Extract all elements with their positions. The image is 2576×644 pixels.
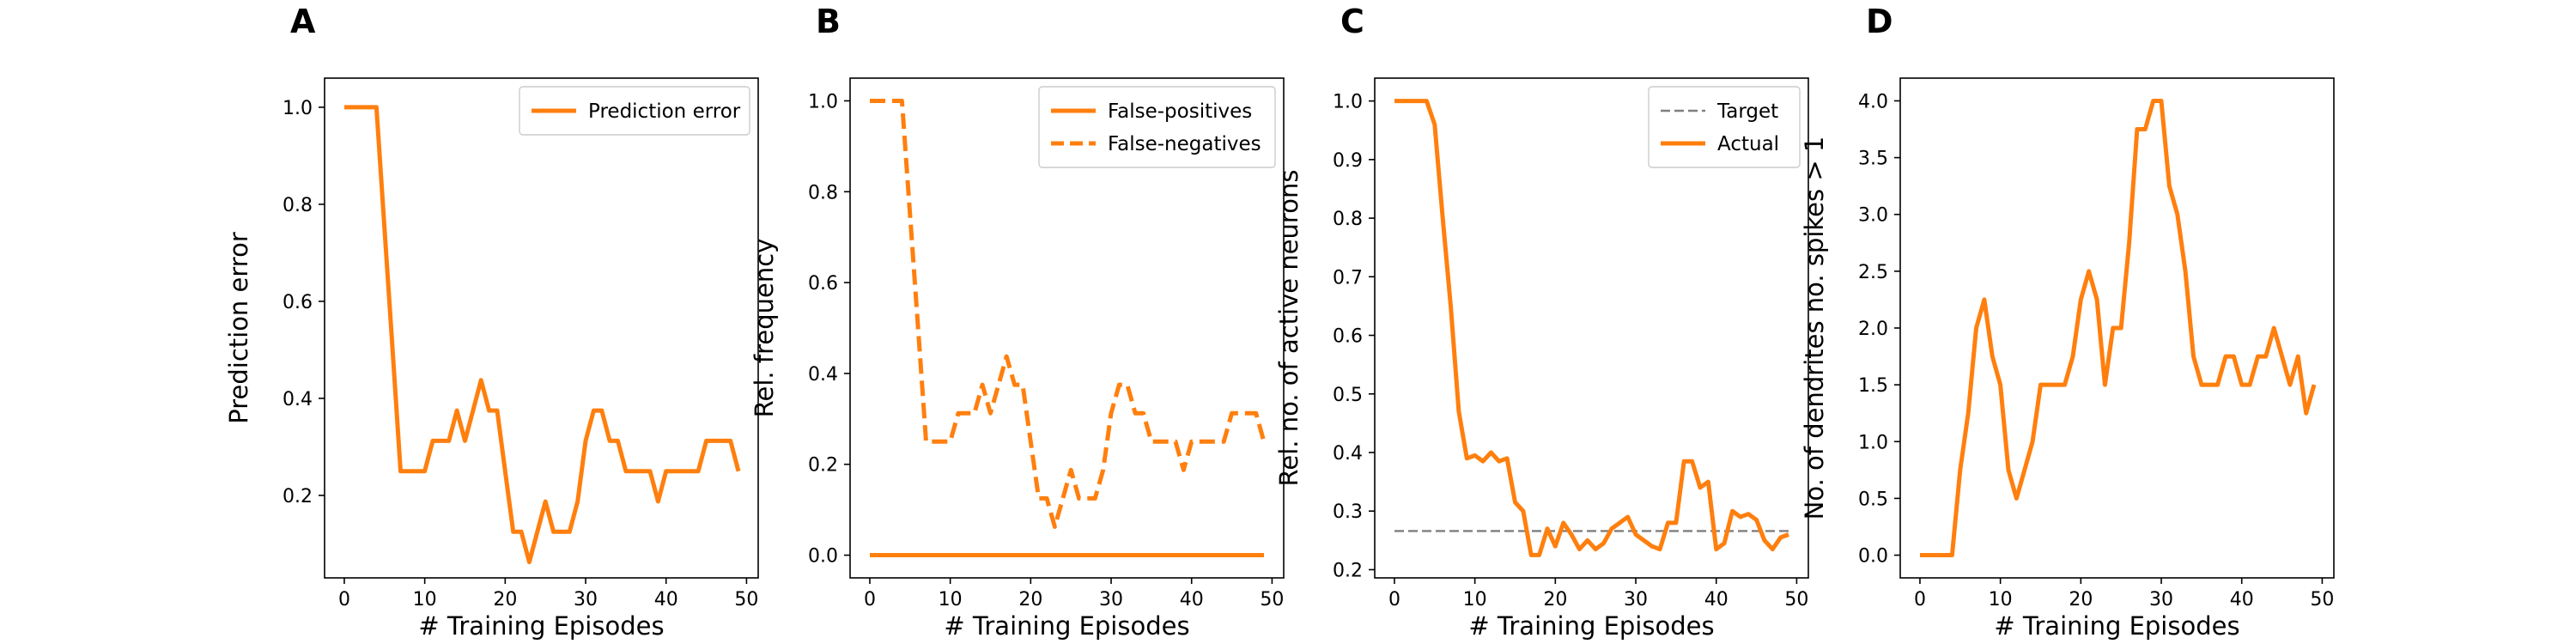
y-axis-label-c: Rel. no. of active neurons <box>1274 170 1303 487</box>
series-line-c-1 <box>1394 99 1789 557</box>
panel-a: A 0 10 20 30 40 50 0.2 0.4 0.6 0.8 1.0 # Training Ep… <box>224 3 759 641</box>
y-tick-label-c: 1.0 <box>1333 92 1363 113</box>
legend-a: Prediction error <box>519 86 750 136</box>
x-axis-label-b: # Training Episodes <box>944 611 1189 641</box>
y-tick-label-b: 1.0 <box>808 91 838 112</box>
axes-frame-c <box>1374 77 1809 579</box>
legend-box-a <box>519 86 750 136</box>
x-tick-label-a: 20 <box>493 589 517 611</box>
y-tick-label-c: 0.9 <box>1333 150 1363 172</box>
panel-letter-d: D <box>1866 3 1893 40</box>
legend-label-b: False-positives <box>1108 100 1252 123</box>
legend-b: False-positives False-negatives <box>1038 86 1276 168</box>
y-tick-label-d: 1.5 <box>1858 375 1888 397</box>
x-tick-label-b: 10 <box>939 589 963 611</box>
y-tick-label-d: 2.0 <box>1858 319 1888 340</box>
y-tick-label-a: 0.6 <box>283 292 313 313</box>
y-tick-label-d: 4.0 <box>1858 91 1888 112</box>
y-tick-label-c: 0.7 <box>1333 267 1363 289</box>
y-tick-label-b: 0.8 <box>808 182 838 204</box>
panel-letter-b: B <box>816 3 841 40</box>
y-tick-label-a: 0.8 <box>283 195 313 216</box>
axes-frame-a <box>324 77 759 579</box>
y-tick-label-d: 0.5 <box>1858 489 1888 510</box>
x-tick-label-c: 20 <box>1543 589 1567 611</box>
panel-d: D 0 10 20 30 40 50 0.0 0.5 1.0 1.5 2.0 2.5 3.0 3.5 4.0 #… <box>1800 3 2335 641</box>
y-tick-label-d: 3.5 <box>1858 149 1888 170</box>
y-tick-label-a: 1.0 <box>283 98 313 119</box>
x-tick-label-c: 40 <box>1704 589 1728 611</box>
y-axis-label-b: Rel. frequency <box>750 239 779 418</box>
legend-box-b <box>1038 86 1276 168</box>
y-axis-label-d: No. of dendrites no. spikes > 1 <box>1800 137 1829 520</box>
x-axis-label-a: # Training Episodes <box>418 611 664 641</box>
x-tick-label-d: 40 <box>2230 589 2254 611</box>
x-tick-label-a: 40 <box>654 589 678 611</box>
panel-letter-a: A <box>290 3 316 40</box>
series-line-b-1 <box>870 99 1267 529</box>
x-tick-label-d: 20 <box>2069 589 2093 611</box>
y-tick-label-b: 0.0 <box>808 546 838 568</box>
x-axis-label-c: # Training Episodes <box>1468 611 1714 641</box>
y-tick-label-d: 1.0 <box>1858 432 1888 453</box>
x-tick-label-b: 40 <box>1180 589 1204 611</box>
x-tick-label-d: 10 <box>1989 589 2013 611</box>
y-tick-label-a: 0.4 <box>283 389 313 410</box>
legend-label-c: Target <box>1716 100 1778 123</box>
y-tick-label-d: 2.5 <box>1858 262 1888 283</box>
y-tick-label-c: 0.3 <box>1333 501 1363 523</box>
x-tick-label-c: 30 <box>1624 589 1648 611</box>
legend-label-b: False-negatives <box>1108 133 1261 155</box>
x-tick-label-b: 20 <box>1018 589 1042 611</box>
x-tick-label-a: 10 <box>413 589 437 611</box>
y-tick-label-d: 3.0 <box>1858 205 1888 227</box>
panel-letter-c: C <box>1340 3 1364 40</box>
axes-frame-b <box>849 77 1285 579</box>
y-tick-label-d: 0.0 <box>1858 546 1888 568</box>
y-tick-label-c: 0.4 <box>1333 443 1363 465</box>
y-tick-label-a: 0.2 <box>283 486 313 507</box>
legend-label-c: Actual <box>1717 133 1779 155</box>
y-tick-label-b: 0.6 <box>808 273 838 295</box>
x-tick-label-d: 0 <box>1914 589 1926 611</box>
panel-c: C 0 10 20 30 40 50 0.2 0.3 0.4 0.5 0.6 0.7 0.8 0.9 1.0 #… <box>1274 3 1809 641</box>
x-tick-label-d: 30 <box>2149 589 2173 611</box>
x-tick-label-c: 0 <box>1388 589 1400 611</box>
legend-box-c <box>1648 86 1801 168</box>
legend-c: Target Actual <box>1648 86 1801 168</box>
series-line-d-0 <box>1920 99 2317 557</box>
x-tick-label-a: 30 <box>574 589 598 611</box>
x-tick-label-c: 50 <box>1784 589 1808 611</box>
y-tick-label-c: 0.2 <box>1333 560 1363 581</box>
x-tick-label-b: 30 <box>1099 589 1123 611</box>
x-tick-label-b: 50 <box>1260 589 1284 611</box>
y-tick-label-c: 0.6 <box>1333 326 1363 348</box>
legend-label-a: Prediction error <box>588 100 741 123</box>
y-tick-label-b: 0.2 <box>808 455 838 477</box>
y-tick-label-b: 0.4 <box>808 364 838 386</box>
x-tick-label-d: 50 <box>2310 589 2334 611</box>
y-tick-label-c: 0.5 <box>1333 385 1363 406</box>
series-line-a-0 <box>344 105 741 565</box>
x-tick-label-b: 0 <box>864 589 876 611</box>
x-tick-label-a: 0 <box>338 589 350 611</box>
y-tick-label-c: 0.8 <box>1333 209 1363 230</box>
x-tick-label-c: 10 <box>1463 589 1487 611</box>
y-axis-label-a: Prediction error <box>224 232 253 424</box>
x-axis-label-d: # Training Episodes <box>1994 611 2239 641</box>
x-tick-label-a: 50 <box>734 589 758 611</box>
panel-b: B 0 10 20 30 40 50 0.0 0.2 0.4 0.6 0.8 1.0 # Training… <box>750 3 1285 641</box>
